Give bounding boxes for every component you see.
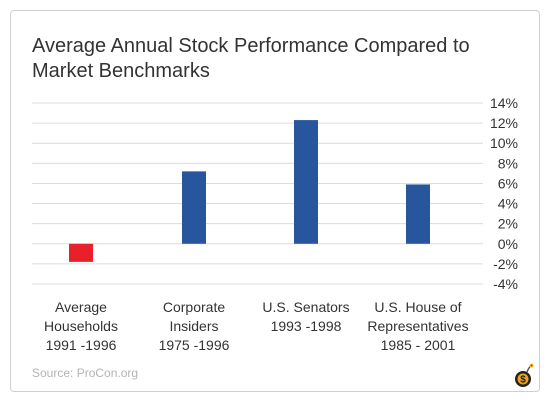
svg-text:$: $ [520, 375, 526, 386]
y-tick-label: 12% [490, 115, 518, 131]
bomb-icon: $ [515, 363, 534, 387]
x-category-label: Representatives [367, 318, 468, 334]
chart-title: Average Annual Stock Performance Compare… [32, 35, 470, 82]
y-tick-label: 10% [490, 135, 518, 151]
bar [69, 243, 93, 262]
x-category-label: Insiders [169, 318, 218, 334]
bar [182, 171, 206, 244]
x-category-label: Corporate [163, 299, 225, 315]
x-category-label: 1985 - 2001 [381, 337, 456, 353]
x-category-label: Average [55, 299, 107, 315]
y-tick-label: 6% [498, 175, 518, 191]
y-tick-label: 14% [490, 95, 518, 111]
y-tick-label: 2% [498, 216, 518, 232]
y-tick-label: 4% [498, 196, 518, 212]
x-category-label: 1975 -1996 [159, 337, 230, 353]
bar [294, 120, 318, 244]
bar [406, 184, 430, 244]
x-category-label: U.S. Senators [262, 299, 349, 315]
y-tick-label: 0% [498, 236, 518, 252]
y-tick-label: -2% [493, 256, 518, 272]
chart-frame [10, 10, 540, 392]
x-category-label: Households [44, 318, 118, 334]
source-note: Source: ProCon.org [32, 366, 139, 380]
y-tick-label: -4% [493, 276, 518, 292]
x-category-label: 1991 -1996 [46, 337, 117, 353]
y-tick-label: 8% [498, 155, 518, 171]
x-category-label: 1993 -1998 [271, 318, 342, 334]
x-category-label: U.S. House of [374, 299, 461, 315]
